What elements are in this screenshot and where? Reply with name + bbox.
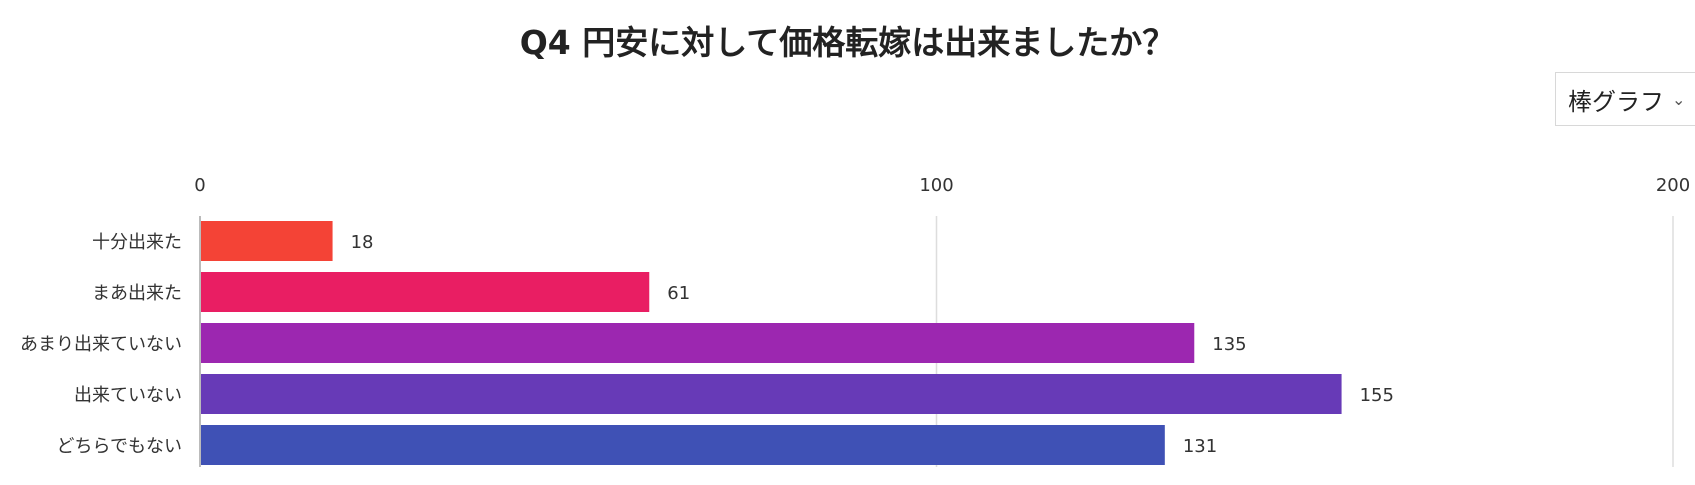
- bar-5[interactable]: [201, 425, 1165, 465]
- category-label-2: まあ出来た: [92, 283, 182, 304]
- category-label-3: あまり出来ていない: [20, 334, 182, 355]
- category-label-1: 十分出来た: [92, 232, 182, 253]
- chevron-down-icon: ⌄: [1672, 89, 1686, 109]
- bar-4[interactable]: [201, 374, 1342, 414]
- x-tick-label-100: 100: [919, 175, 953, 196]
- category-label-5: どちらでもない: [57, 436, 182, 457]
- x-tick-label-200: 200: [1656, 175, 1690, 196]
- chart-type-select-value: 棒グラフ: [1568, 87, 1664, 116]
- chart-type-select[interactable]: 棒グラフ ⌄: [1555, 72, 1695, 126]
- category-label-4: 出来ていない: [74, 385, 182, 406]
- x-tick-label-0: 0: [194, 175, 205, 196]
- value-label-5: 131: [1183, 436, 1217, 457]
- value-label-1: 18: [351, 232, 374, 253]
- value-label-3: 135: [1212, 334, 1246, 355]
- value-label-4: 155: [1360, 385, 1394, 406]
- value-label-2: 61: [667, 283, 690, 304]
- bar-1[interactable]: [201, 221, 333, 261]
- bar-2[interactable]: [201, 272, 650, 312]
- bar-3[interactable]: [201, 323, 1195, 363]
- chart-title: Q4 円安に対して価格転嫁は出来ましたか？: [519, 23, 1176, 62]
